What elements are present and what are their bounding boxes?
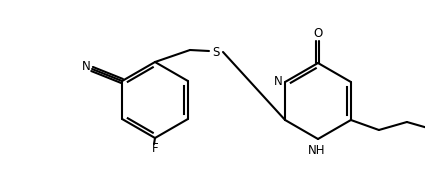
Text: F: F — [152, 142, 158, 155]
Text: N: N — [274, 74, 283, 87]
Text: N: N — [82, 60, 91, 73]
Text: S: S — [212, 45, 220, 58]
Text: O: O — [313, 26, 323, 40]
Text: NH: NH — [308, 143, 326, 156]
